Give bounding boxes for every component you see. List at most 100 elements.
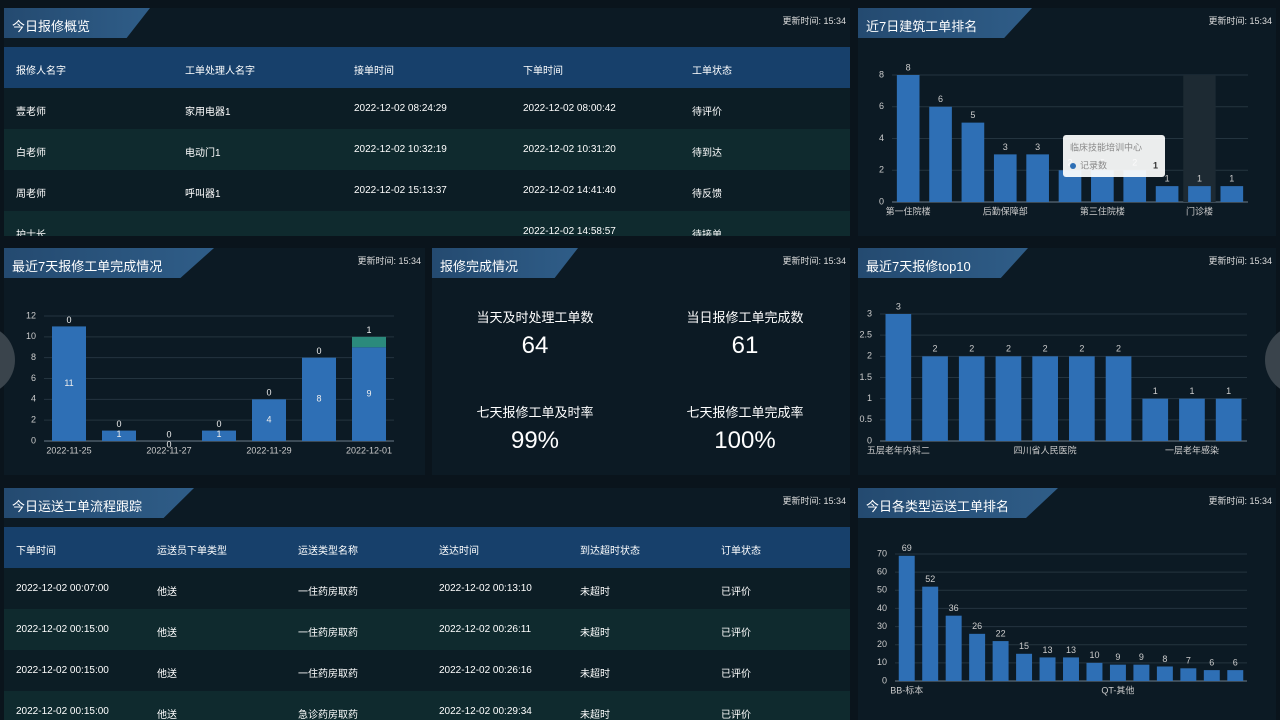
- y-tick-label: 0: [879, 196, 884, 206]
- update-time: 更新时间: 15:34: [1208, 16, 1272, 26]
- table-cell: 未超时: [580, 669, 610, 680]
- table-row: 壹老师 家用电器1 2022-12-02 08:24:29 2022-12-02 08…: [4, 88, 850, 129]
- table-cell: 他送: [157, 669, 177, 680]
- bar: [1133, 664, 1150, 681]
- table-cell: 已评价: [721, 628, 751, 639]
- stat-value: 64: [521, 332, 549, 359]
- update-time: 更新时间: 15:34: [357, 256, 421, 266]
- value-label: 0: [166, 429, 171, 439]
- bar: [958, 356, 985, 441]
- table-cell: 2022-12-02 00:07:00: [16, 583, 109, 594]
- table-row: 2022-12-02 00:15:00 他送 急诊药房取药 2022-12-02 00…: [4, 691, 850, 720]
- table-cell: 2022-12-02 15:13:37: [354, 185, 447, 196]
- panel-title: 报修完成情况: [440, 259, 519, 274]
- panel: 近7日建筑工单排名 更新时间: 15:34 0 2 4 6 8 第一住院楼 8 6 5 后勤保障部 3…: [858, 8, 1276, 236]
- bar: [1105, 356, 1132, 441]
- y-tick-label: 60: [877, 567, 887, 577]
- bar: [1220, 186, 1244, 202]
- value-label: 1: [116, 429, 121, 439]
- bar: [896, 75, 920, 202]
- title-tab: 近7日建筑工单排名: [858, 8, 1032, 38]
- value-label: 13: [1043, 645, 1053, 655]
- bar: [929, 106, 952, 202]
- value-label: 22: [996, 628, 1006, 638]
- panel-title: 最近7天报修top10: [866, 259, 971, 274]
- table-cell: 已评价: [721, 710, 751, 720]
- y-tick-label: 20: [877, 639, 887, 649]
- x-tick-label: 后勤保障部: [983, 205, 1028, 216]
- table-cell: 白老师: [16, 148, 46, 159]
- bar: [1203, 670, 1220, 681]
- panel: 最近7天报修工单完成情况 更新时间: 15:34 0 2 4 6 8 10 12 2022-11…: [4, 248, 425, 475]
- x-tick-label: 一层老年感染: [1165, 444, 1219, 455]
- table-cell: 未超时: [580, 628, 610, 639]
- y-tick-label: 12: [26, 310, 36, 320]
- bar: [1156, 666, 1173, 681]
- table-cell: 待评价: [692, 107, 722, 118]
- bar: [1123, 170, 1147, 202]
- y-tick-label: 6: [879, 101, 884, 111]
- bar: [922, 356, 948, 441]
- bar: [961, 122, 985, 202]
- x-tick-label: 2022-11-25: [46, 445, 91, 455]
- column-header: 运送员下单类型: [157, 546, 227, 557]
- table-row: 周老师 呼叫器1 2022-12-02 15:13:37 2022-12-02 14:…: [4, 170, 850, 211]
- column-header: 运送类型名称: [298, 546, 358, 557]
- value-label: 6: [1209, 657, 1214, 667]
- y-tick-label: 2: [31, 415, 36, 425]
- value-label: 1: [1229, 174, 1234, 184]
- bar-segment: [252, 399, 286, 441]
- panel: 报修完成情况 更新时间: 15:34 当天及时处理工单数 64 当日报修工单完成数 61…: [432, 248, 850, 475]
- x-tick-label: 2022-12-01: [346, 445, 392, 455]
- value-label: 0: [316, 346, 321, 356]
- update-time: 更新时间: 15:34: [782, 256, 846, 266]
- panel: 今日报修概览 更新时间: 15:34 报修人名字 工单处理人名字 接单时间 下单时间 工单…: [4, 8, 850, 236]
- table-cell: 未超时: [580, 710, 610, 720]
- y-tick-label: 2: [867, 351, 872, 361]
- title-tab: 最近7天报修工单完成情况: [4, 248, 214, 278]
- value-label: 1: [216, 429, 221, 439]
- table-row: 白老师 电动门1 2022-12-02 10:32:19 2022-12-02 10:…: [4, 129, 850, 170]
- bar: [1086, 662, 1103, 681]
- chart: 02468第一住院楼865后勤保障部332第三住院楼221门诊楼11临床技能培训…: [879, 62, 1248, 216]
- chart: 0 0.5 1 1.5 2 2.5 3 五层老年内科二 3 2 2 2 四川省人民医院 2 2 2 1 一层老年感…: [859, 301, 1247, 455]
- table-cell: 待接单: [692, 230, 722, 236]
- stat-value: 61: [731, 332, 759, 359]
- bar: [945, 615, 962, 681]
- value-label: 9: [1139, 652, 1144, 662]
- bar: [1180, 668, 1197, 681]
- table-cell: 2022-12-02 00:29:34: [439, 706, 532, 717]
- value-label: 0: [116, 419, 121, 429]
- y-tick-label: 1: [867, 393, 872, 403]
- column-header: 下单时间: [16, 546, 56, 557]
- table-row: 护士长 2022-12-02 14:58:57 待接单: [4, 211, 850, 236]
- value-label: 4: [266, 415, 271, 425]
- table-header: 下单时间 运送员下单类型 运送类型名称 送达时间 到达超时状态 订单状态: [4, 527, 850, 568]
- value-label: 5: [970, 110, 975, 120]
- stat-label: 当日报修工单完成数: [686, 310, 804, 325]
- value-label: 8: [1162, 654, 1167, 664]
- bar: [1026, 154, 1049, 202]
- next-button[interactable]: [1265, 325, 1280, 395]
- value-label: 7: [1186, 656, 1191, 666]
- table-cell: 2022-12-02 08:24:29: [354, 103, 447, 114]
- value-label: 6: [938, 94, 943, 104]
- table-cell: 2022-12-02 10:32:19: [354, 144, 447, 155]
- value-label: 2: [1079, 344, 1084, 354]
- tooltip-dot: [1070, 163, 1076, 169]
- title-tab: 最近7天报修top10: [858, 248, 1028, 278]
- value-label: 2: [1043, 344, 1048, 354]
- table-cell: 2022-12-02 10:31:20: [523, 144, 616, 155]
- value-label: 26: [972, 621, 982, 631]
- bar: [1179, 398, 1205, 441]
- value-label: 2: [1116, 344, 1121, 354]
- x-tick-label: 2022-11-27: [146, 445, 191, 455]
- bar: [885, 314, 912, 441]
- table-row: 2022-12-02 00:15:00 他送 一住药房取药 2022-12-02 00…: [4, 650, 850, 691]
- value-label: 9: [1115, 652, 1120, 662]
- x-tick-label: 2022-11-29: [246, 445, 291, 455]
- tooltip-box: [1063, 135, 1165, 177]
